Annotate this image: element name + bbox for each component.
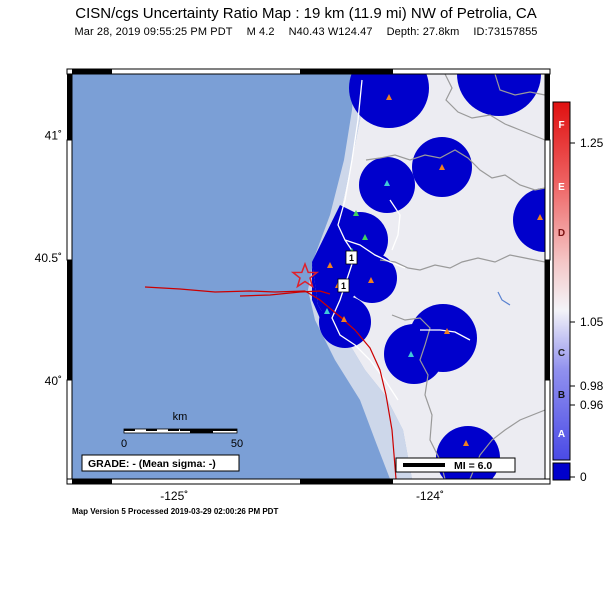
- colorbar-grades: F E D C B A: [558, 120, 565, 440]
- mi-label: MI = 6.0: [454, 460, 492, 472]
- map-version-footer: Map Version 5 Processed 2019-03-29 02:00…: [72, 507, 279, 516]
- colorbar-tick-label: 0.98: [580, 379, 604, 393]
- colorbar-ticks: 1.25 1.05 0.98 0.96 0: [570, 136, 604, 484]
- map-frame: [66, 68, 551, 485]
- svg-text:1: 1: [349, 253, 354, 263]
- colorbar-tick-label: 0: [580, 470, 587, 484]
- latitude-ticks: 41˚ 40.5˚ 40˚: [35, 128, 62, 387]
- event-location: N40.43 W124.47: [288, 26, 373, 38]
- scale-bar: km 0 50: [121, 411, 243, 450]
- event-id: ID:73157855: [473, 26, 538, 38]
- event-depth: Depth: 27.8km: [386, 26, 460, 38]
- grade-box: GRADE: - (Mean sigma: -): [81, 454, 240, 472]
- ocean-blob-tint: [312, 262, 345, 340]
- event-datetime: Mar 28, 2019 09:55:25 PM PDT: [74, 26, 233, 38]
- longitude-ticks: -125˚ -124˚: [160, 489, 444, 503]
- scale-min: 0: [121, 438, 127, 450]
- coastal-shelf: [308, 74, 412, 479]
- colorbar-grade-letter: F: [558, 120, 564, 131]
- scale-unit: km: [173, 411, 188, 423]
- lat-tick-label: 40.5˚: [35, 251, 62, 265]
- colorbar-grade-letter: A: [558, 429, 565, 440]
- colorbar: F E D C B A 1.25 1.05 0.98 0.96 0: [552, 101, 604, 484]
- colorbar-grade-letter: D: [558, 228, 565, 239]
- map-title: CISN/cgs Uncertainty Ratio Map : 19 km (…: [75, 5, 537, 22]
- faults: [144, 286, 397, 479]
- colorbar-tick-label: 1.05: [580, 315, 604, 329]
- colorbar-grade-letter: C: [558, 348, 565, 359]
- event-subtitle: Mar 28, 2019 09:55:25 PM PDT M 4.2 N40.43 …: [0, 26, 612, 38]
- svg-text:1: 1: [341, 281, 346, 291]
- mi-legend: MI = 6.0: [395, 457, 516, 473]
- colorbar-grade-letter: B: [558, 390, 565, 401]
- colorbar-tick-label: 0.96: [580, 398, 604, 412]
- lat-tick-label: 40˚: [45, 374, 62, 388]
- highway-shield-2: 1: [337, 278, 350, 293]
- lat-tick-label: 41˚: [45, 128, 62, 142]
- highway-shield-1: 1: [345, 250, 358, 265]
- colorbar-tick-label: 1.25: [580, 136, 604, 150]
- epicenter-star: [290, 261, 320, 289]
- scale-max: 50: [231, 438, 243, 450]
- lon-tick-label: -125˚: [160, 489, 188, 503]
- map-area: 1 1: [72, 74, 545, 479]
- grade-text: GRADE: - (Mean sigma: -): [88, 458, 216, 470]
- event-magnitude: M 4.2: [246, 26, 275, 38]
- roads: [331, 79, 471, 401]
- lon-tick-label: -124˚: [416, 489, 444, 503]
- river: [497, 291, 511, 306]
- colorbar-grade-letter: E: [558, 182, 565, 193]
